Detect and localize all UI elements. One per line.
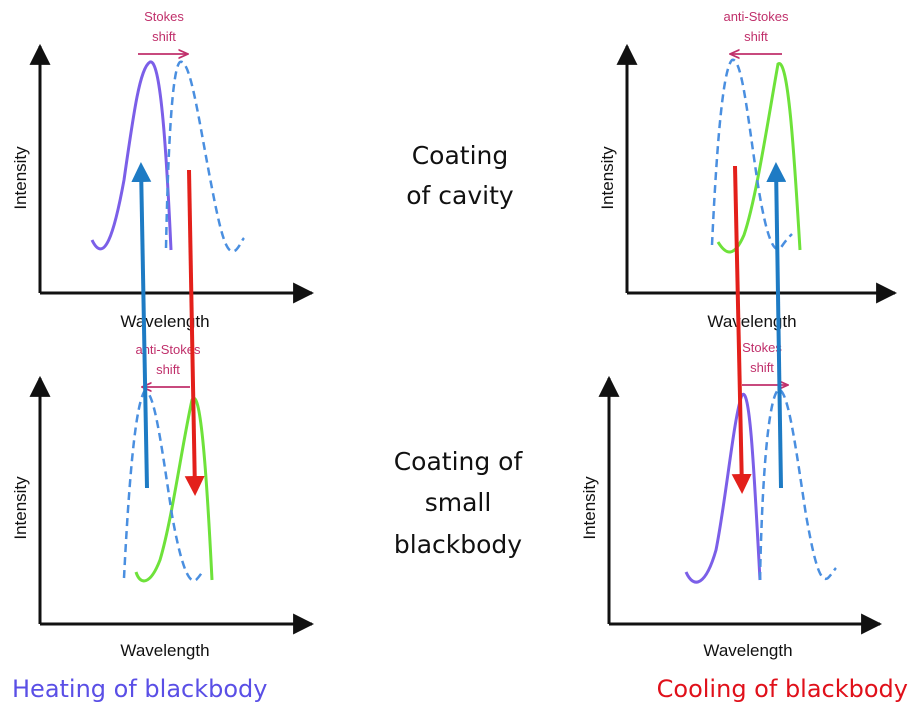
- x-axis-label: Wavelength: [120, 312, 209, 331]
- center-label-line: of cavity: [406, 181, 514, 210]
- emission-curve-dashed: [758, 388, 837, 581]
- cooling-transition-arrows: [731, 162, 787, 494]
- shift-label-line1: Stokes: [742, 340, 782, 355]
- center-label-line: blackbody: [394, 530, 522, 559]
- emission-curve-purple: [90, 60, 173, 251]
- red-down-arrow: [731, 165, 752, 494]
- emission-curve-green: [134, 396, 214, 583]
- y-axis-label: Intensity: [11, 146, 30, 210]
- emission-curve-dashed: [122, 390, 205, 582]
- red-down-arrow: [184, 169, 205, 496]
- center-label-coating-cavity: Coating of cavity: [406, 141, 514, 210]
- shift-label-line1: anti-Stokes: [723, 9, 789, 24]
- x-axis-label: Wavelength: [120, 641, 209, 660]
- panel-top-right: Wavelength Intensity anti-Stokes shift: [598, 9, 898, 331]
- x-axis-label: Wavelength: [707, 312, 796, 331]
- emission-curve-dashed: [710, 58, 793, 251]
- shift-label-line2: shift: [156, 362, 180, 377]
- y-axis-label: Intensity: [11, 476, 30, 540]
- shift-label-line1: Stokes: [144, 9, 184, 24]
- shift-label-line1: anti-Stokes: [135, 342, 201, 357]
- shift-label-line2: shift: [152, 29, 176, 44]
- center-label-line: Coating of: [394, 447, 524, 476]
- blue-up-arrow: [766, 162, 787, 489]
- shift-label-line2: shift: [744, 29, 768, 44]
- heating-transition-arrows: [131, 162, 205, 496]
- cooling-caption: Cooling of blackbody: [657, 675, 908, 703]
- center-label-line: small: [425, 488, 492, 517]
- center-label-coating-small-blackbody: Coating of small blackbody: [394, 447, 524, 559]
- panel-bottom-right: Wavelength Intensity Stokes shift: [580, 340, 883, 660]
- panel-top-left: Wavelength Intensity Stokes shift: [11, 9, 315, 331]
- emission-curve-dashed: [164, 60, 245, 253]
- emission-curve-green: [716, 62, 802, 254]
- shift-label-line2: shift: [750, 360, 774, 375]
- panel-bottom-left: Wavelength Intensity anti-Stokes shift: [11, 342, 315, 660]
- y-axis-label: Intensity: [598, 146, 617, 210]
- y-axis-label: Intensity: [580, 476, 599, 540]
- x-axis-label: Wavelength: [703, 641, 792, 660]
- center-label-line: Coating: [412, 141, 509, 170]
- heating-caption: Heating of blackbody: [12, 675, 268, 703]
- emission-curve-purple: [684, 392, 762, 584]
- blue-up-arrow: [131, 162, 152, 489]
